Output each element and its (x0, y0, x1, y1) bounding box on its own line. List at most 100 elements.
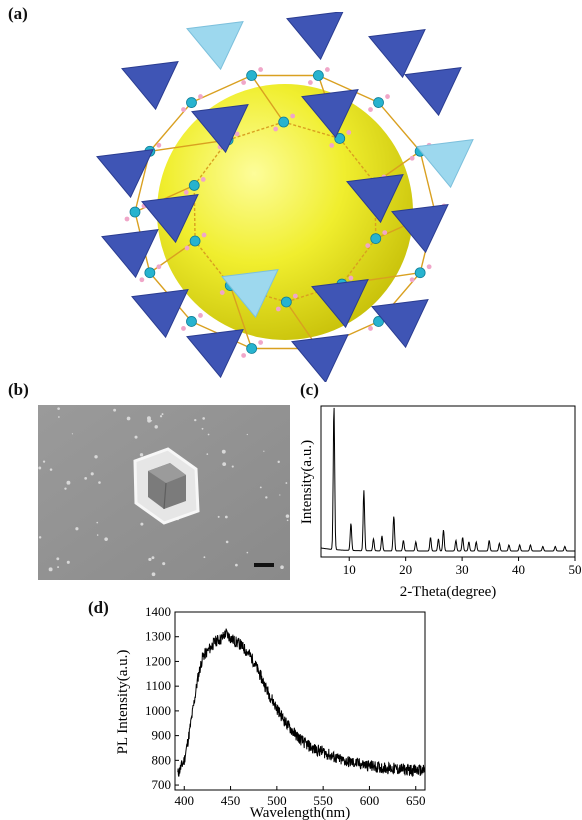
molecular-cage-illustration (96, 12, 474, 382)
pl-axis-ticks: 400 450 500 550 600 650 700 800 900 1000 1100 1200 1… (145, 604, 425, 808)
sem-particle (206, 453, 209, 455)
xrd-ylabel: Intensity(a.u.) (299, 440, 315, 524)
sem-particle (66, 560, 70, 564)
tetrahedron (391, 203, 449, 254)
cage-atom (373, 97, 384, 108)
sem-particle (202, 417, 205, 420)
small-atom (156, 142, 162, 148)
small-atom (346, 130, 352, 135)
sem-particle (42, 460, 46, 463)
sem-particle (58, 416, 60, 418)
panel-label-c: (c) (300, 380, 319, 399)
pl-xlabel: Wavelength(nm) (250, 805, 350, 820)
tetrahedron (186, 328, 244, 379)
cage-atom (129, 206, 141, 218)
sem-particle (151, 556, 155, 560)
sem-particle (259, 486, 262, 489)
sem-particle (126, 416, 131, 421)
sem-particle (96, 534, 99, 536)
small-atom (201, 232, 207, 238)
tetrahedron (286, 12, 344, 61)
tetrahedron (186, 20, 244, 71)
small-atom (241, 353, 247, 358)
sem-particle (38, 536, 42, 539)
sem-particle (148, 557, 152, 562)
pl-y-tick-label: 1100 (145, 678, 171, 693)
cage-atom (373, 316, 384, 327)
tetrahedron (121, 60, 179, 111)
small-atom (258, 340, 264, 345)
sem-particle (217, 515, 220, 518)
sem-particle (134, 435, 138, 439)
tetrahedron (368, 28, 426, 79)
pl-x-tick-label: 650 (406, 793, 426, 808)
tetrahedron (96, 148, 154, 199)
tetrahedron (191, 103, 249, 154)
xrd-x-ticks: 10 20 30 40 50 (343, 557, 582, 577)
small-atom (385, 94, 390, 99)
pl-plot-frame (174, 611, 426, 791)
panel-label-b: (b) (8, 380, 29, 399)
sem-particle (207, 433, 210, 436)
sem-particle (224, 515, 228, 519)
sem-particle (280, 565, 284, 570)
pl-spectrum-line (177, 628, 426, 778)
panel-label-d: (d) (88, 598, 109, 617)
sem-particle (66, 480, 71, 485)
tetrahedron (416, 138, 474, 189)
small-atom (409, 155, 415, 161)
sem-particle (231, 465, 234, 468)
sem-particle (84, 476, 88, 480)
pl-y-tick-label: 1300 (145, 629, 171, 644)
tetrahedron (141, 193, 199, 244)
tetrahedra (96, 12, 474, 382)
sem-particle (57, 407, 60, 411)
sem-particle (38, 466, 42, 470)
cage-atom (188, 180, 200, 191)
sem-particle (201, 427, 204, 430)
small-atom (307, 80, 313, 85)
sem-particle (246, 433, 248, 436)
xrd-x-tick-label: 40 (512, 562, 525, 577)
small-atom (156, 264, 162, 270)
small-atom (382, 230, 388, 235)
small-atom (234, 131, 240, 137)
small-atom (290, 113, 296, 119)
small-atom (329, 143, 335, 148)
pl-x-tick-label: 450 (221, 793, 241, 808)
small-atom (200, 177, 206, 182)
cage-atom (278, 116, 290, 128)
pl-x-tick-label: 400 (175, 793, 195, 808)
cage-atom (414, 267, 426, 279)
cage-atom (246, 70, 258, 81)
sem-particle (235, 563, 238, 567)
sem-particle (154, 425, 158, 429)
sem-particle (285, 514, 290, 518)
small-atom (241, 80, 247, 85)
cage-atom (144, 267, 156, 279)
small-atom (275, 306, 281, 312)
small-atom (181, 107, 186, 112)
xrd-chart: 10 20 30 40 50 Intensity(a.u.) 2-Theta(degre… (299, 405, 582, 600)
pl-y-tick-label: 1000 (145, 703, 171, 718)
xrd-x-tick-label: 10 (343, 562, 356, 577)
pl-chart: 400 450 500 550 600 650 700 800 900 1000 1100 1200 1… (115, 604, 426, 820)
small-atom (365, 243, 371, 248)
sem-particle (203, 556, 206, 559)
xrd-x-tick-label: 50 (569, 562, 582, 577)
small-atom (183, 190, 189, 195)
small-atom (348, 275, 354, 281)
sem-particle (49, 468, 53, 471)
sem-particle (159, 415, 163, 418)
small-atom (139, 277, 145, 283)
sem-particle (150, 420, 153, 422)
sem-particle (146, 416, 151, 421)
pl-x-tick-label: 500 (267, 793, 287, 808)
sem-particle (279, 494, 281, 496)
tetrahedron (371, 298, 429, 349)
small-atom (184, 245, 190, 251)
sem-particle (277, 460, 280, 464)
sem-particle (57, 566, 60, 569)
pl-y-tick-label: 1200 (145, 653, 171, 668)
pl-x-tick-label: 550 (313, 793, 333, 808)
